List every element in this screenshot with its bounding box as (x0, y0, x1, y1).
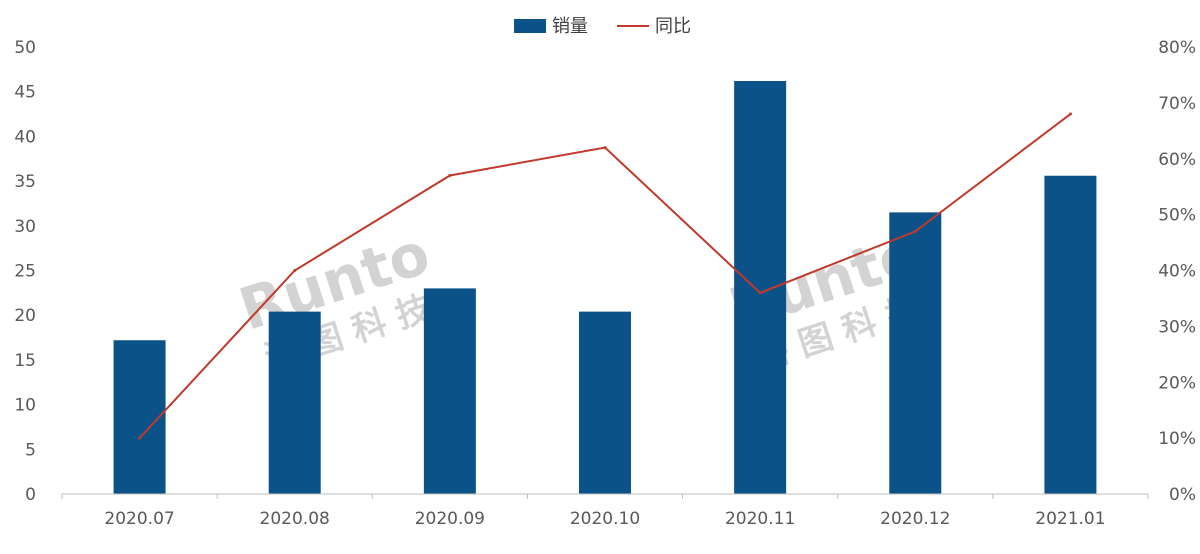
x-tick-label: 2020.09 (415, 509, 485, 529)
y-right-tick-label: 40% (1158, 262, 1196, 282)
bar-2020.07 (113, 340, 166, 494)
y-right-tick-label: 10% (1158, 429, 1196, 449)
y-right-tick-label: 30% (1158, 317, 1196, 337)
y-right-tick-label: 60% (1158, 150, 1196, 170)
legend-label-yoy: 同比 (655, 16, 691, 37)
y-left-tick-label: 25 (14, 262, 36, 282)
x-tick-label: 2020.12 (880, 509, 950, 529)
bar-2021.01 (1044, 175, 1097, 494)
y-left-tick-label: 15 (14, 351, 36, 371)
point-2020.10 (603, 146, 607, 150)
point-2020.11 (758, 291, 762, 295)
y-left-tick-label: 45 (14, 83, 36, 103)
point-2020.09 (448, 174, 452, 178)
line-series (138, 112, 1072, 440)
y-right-tick-label: 20% (1158, 373, 1196, 393)
y-left-tick-label: 35 (14, 172, 36, 192)
point-2020.12 (913, 229, 917, 233)
bar-2020.10 (579, 311, 631, 494)
point-2020.08 (293, 269, 297, 272)
legend-swatch-sales (514, 19, 546, 33)
axes: 2020.07 2020.08 2020.09 2020.10 2020.11 2020.… (14, 38, 1196, 529)
y-left-tick-label: 40 (14, 127, 36, 147)
bar-2020.12 (889, 212, 942, 494)
bar-2020.11 (734, 80, 787, 495)
y-right-tick-label: 50% (1158, 206, 1196, 226)
legend: 销量 同比 (514, 16, 691, 37)
x-tick-label: 2020.08 (260, 509, 330, 529)
y-left-tick-label: 0 (25, 485, 36, 505)
bar-series (113, 80, 1097, 495)
bar-2020.08 (268, 311, 321, 494)
y-left-tick-label: 50 (14, 38, 36, 58)
x-tick-label: 2020.11 (725, 509, 795, 529)
x-tick-label: 2020.07 (104, 509, 174, 529)
y-right-tick-label: 0% (1169, 485, 1196, 505)
x-tick-label: 2021.01 (1035, 509, 1105, 529)
y-right-tick-label: 70% (1158, 94, 1196, 114)
point-2021.01 (1068, 112, 1072, 116)
legend-label-sales: 销量 (552, 16, 588, 37)
x-tick-label: 2020.10 (570, 509, 640, 529)
point-2020.07 (138, 436, 142, 440)
y-right-tick-label: 80% (1158, 38, 1196, 58)
y-left-tick-label: 5 (25, 440, 36, 460)
y-left-tick-label: 30 (14, 217, 36, 237)
bar-2020.09 (423, 288, 476, 494)
y-left-tick-label: 10 (14, 396, 36, 416)
y-left-tick-label: 20 (14, 306, 36, 326)
